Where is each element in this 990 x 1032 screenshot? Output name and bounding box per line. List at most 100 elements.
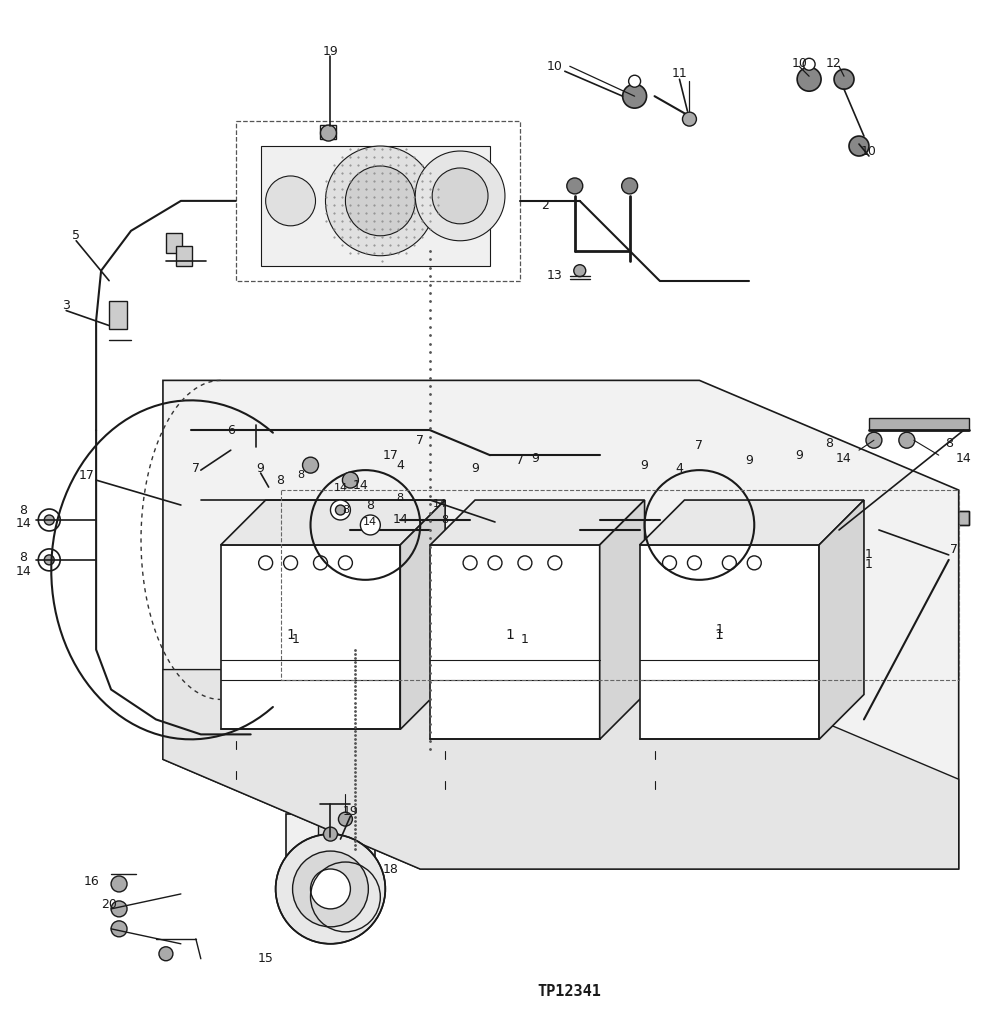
Bar: [311, 556, 331, 578]
Circle shape: [258, 556, 272, 570]
Bar: [241, 425, 270, 447]
Bar: [485, 556, 505, 578]
Circle shape: [682, 112, 696, 126]
Text: TP12341: TP12341: [538, 983, 601, 999]
Text: 1: 1: [715, 627, 724, 642]
Circle shape: [433, 168, 488, 224]
Circle shape: [39, 509, 60, 530]
Bar: [255, 556, 275, 578]
Text: 19: 19: [343, 805, 358, 817]
Text: 18: 18: [382, 863, 398, 875]
Text: 8: 8: [944, 437, 952, 450]
Text: 8: 8: [342, 505, 349, 515]
Circle shape: [574, 264, 586, 277]
Text: 1: 1: [506, 627, 515, 642]
Bar: [206, 511, 405, 525]
Text: 8: 8: [297, 471, 304, 480]
Text: 9: 9: [641, 458, 648, 472]
Bar: [166, 233, 182, 253]
Text: 6: 6: [227, 424, 235, 437]
Text: 7: 7: [192, 461, 200, 475]
Text: 14: 14: [363, 517, 377, 527]
Text: 1: 1: [865, 558, 873, 572]
Bar: [291, 450, 331, 480]
Circle shape: [326, 147, 436, 256]
Polygon shape: [260, 147, 490, 265]
Text: 9: 9: [471, 461, 479, 475]
Polygon shape: [221, 501, 446, 545]
Bar: [319, 819, 343, 837]
Circle shape: [293, 851, 368, 927]
Circle shape: [331, 501, 350, 520]
Text: 20: 20: [101, 899, 117, 911]
Circle shape: [45, 555, 54, 565]
Text: 1: 1: [292, 634, 300, 646]
Circle shape: [687, 556, 702, 570]
Text: 14: 14: [433, 499, 447, 509]
Bar: [840, 511, 968, 525]
Text: 17: 17: [78, 469, 94, 482]
Text: 10: 10: [546, 60, 562, 73]
Bar: [640, 511, 840, 525]
Circle shape: [518, 556, 532, 570]
Text: 7: 7: [695, 439, 704, 452]
Circle shape: [303, 457, 319, 473]
Circle shape: [321, 125, 337, 141]
Circle shape: [311, 869, 350, 909]
Bar: [515, 556, 535, 578]
Circle shape: [159, 946, 173, 961]
Text: 15: 15: [257, 953, 273, 965]
Circle shape: [567, 178, 583, 194]
Text: 7: 7: [516, 454, 524, 466]
Text: 4: 4: [396, 458, 404, 472]
Text: 10: 10: [861, 144, 877, 158]
Text: 1: 1: [716, 623, 724, 636]
Circle shape: [336, 505, 346, 515]
Bar: [840, 511, 968, 525]
Text: 9: 9: [795, 449, 803, 461]
Circle shape: [314, 556, 328, 570]
Text: 8: 8: [366, 498, 374, 512]
Circle shape: [324, 827, 338, 841]
Bar: [206, 511, 405, 525]
Polygon shape: [640, 501, 864, 545]
Text: 14: 14: [16, 517, 32, 530]
Text: 2: 2: [541, 199, 548, 213]
Text: 14: 14: [16, 566, 32, 578]
Text: 8: 8: [276, 474, 284, 487]
Text: 8: 8: [825, 437, 833, 450]
Circle shape: [360, 515, 380, 535]
Bar: [744, 556, 764, 578]
Circle shape: [866, 432, 882, 448]
Text: 1: 1: [286, 627, 295, 642]
Text: 4: 4: [675, 461, 683, 475]
Circle shape: [803, 58, 815, 70]
Circle shape: [622, 178, 638, 194]
Circle shape: [463, 556, 477, 570]
Circle shape: [346, 166, 415, 235]
Bar: [640, 511, 840, 525]
Text: 14: 14: [334, 483, 347, 493]
Bar: [176, 246, 192, 265]
Text: 19: 19: [323, 44, 339, 58]
Bar: [285, 814, 375, 864]
Circle shape: [275, 834, 385, 944]
Bar: [460, 556, 480, 578]
Text: 14: 14: [837, 452, 851, 464]
Circle shape: [629, 75, 641, 88]
Text: 1: 1: [521, 634, 529, 646]
Circle shape: [899, 432, 915, 448]
Text: 1: 1: [865, 548, 873, 561]
Circle shape: [849, 136, 869, 156]
Polygon shape: [819, 501, 864, 739]
Bar: [869, 418, 968, 430]
Bar: [321, 125, 337, 139]
Circle shape: [723, 556, 737, 570]
Circle shape: [547, 556, 561, 570]
Circle shape: [834, 69, 854, 89]
Bar: [336, 556, 355, 578]
Text: 11: 11: [671, 67, 687, 79]
Circle shape: [45, 515, 54, 525]
Text: 7: 7: [949, 544, 957, 556]
Polygon shape: [163, 381, 958, 869]
